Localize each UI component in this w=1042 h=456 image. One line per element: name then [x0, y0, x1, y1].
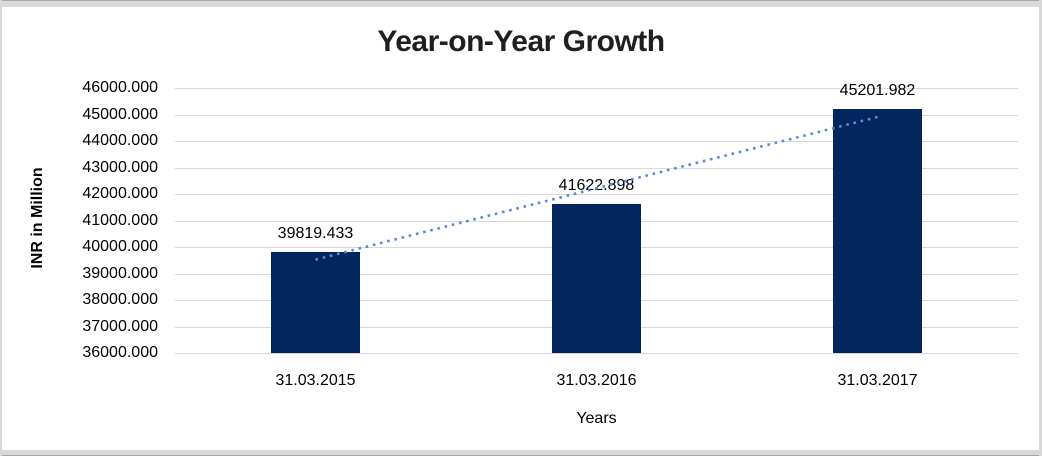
gridline [175, 353, 1018, 354]
gridline [175, 141, 1018, 142]
y-tick-label: 45000.000 [82, 105, 158, 123]
x-tick-label: 31.03.2016 [556, 372, 637, 389]
bar-value-label: 39819.433 [277, 224, 354, 242]
gridline [175, 167, 1018, 169]
x-tick-label: 31.03.2015 [275, 372, 356, 389]
bar [552, 204, 641, 353]
x-axis-title: Years [576, 410, 617, 427]
y-tick-label: 41000.000 [82, 211, 158, 229]
x-tick-label: 31.03.2017 [837, 372, 918, 389]
gridline [175, 114, 1018, 116]
frame-border-top [0, 0, 1042, 7]
chart-title: Year-on-Year Growth [377, 25, 665, 58]
y-tick-label: 43000.000 [82, 158, 158, 176]
y-tick-label: 37000.000 [82, 317, 158, 335]
y-tick-label: 44000.000 [82, 132, 158, 149]
bar-value-label: 41622.898 [558, 177, 635, 194]
bar [833, 109, 922, 353]
y-tick-label: 39000.000 [82, 264, 158, 282]
bar-value-label: 45201.982 [839, 82, 916, 100]
bar [271, 251, 360, 353]
gridline [175, 88, 1018, 89]
frame-border-bottom [0, 450, 1042, 456]
y-tick-label: 36000.000 [82, 344, 158, 361]
y-tick-label: 38000.000 [82, 291, 158, 308]
y-tick-label: 46000.000 [82, 79, 158, 96]
y-tick-label: 40000.000 [82, 238, 158, 255]
gridline [175, 194, 1018, 195]
frame-border-right [1039, 0, 1042, 456]
frame-border-left [0, 0, 2, 456]
y-tick-label: 42000.000 [82, 185, 158, 202]
trendline [315, 115, 878, 261]
